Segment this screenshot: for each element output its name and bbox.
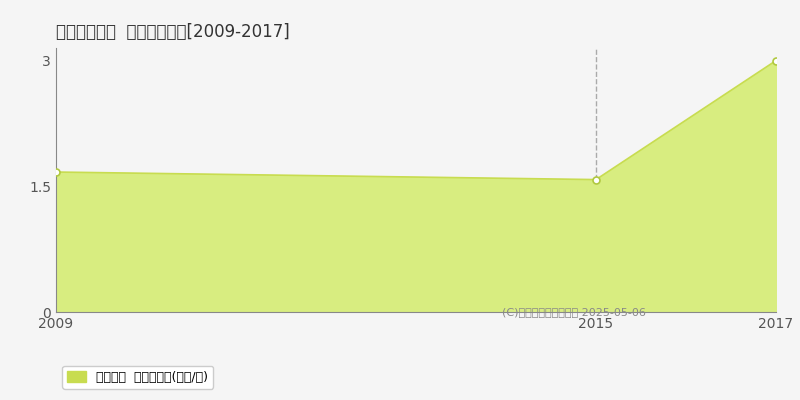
Text: 弘前市鳥井野  住宅価格推移[2009-2017]: 弘前市鳥井野 住宅価格推移[2009-2017] — [56, 23, 290, 41]
Legend: 住宅価格  平均坪単価(万円/坪): 住宅価格 平均坪単価(万円/坪) — [62, 366, 213, 389]
Text: (C)土地価格ドットコム 2025-05-06: (C)土地価格ドットコム 2025-05-06 — [502, 307, 646, 317]
